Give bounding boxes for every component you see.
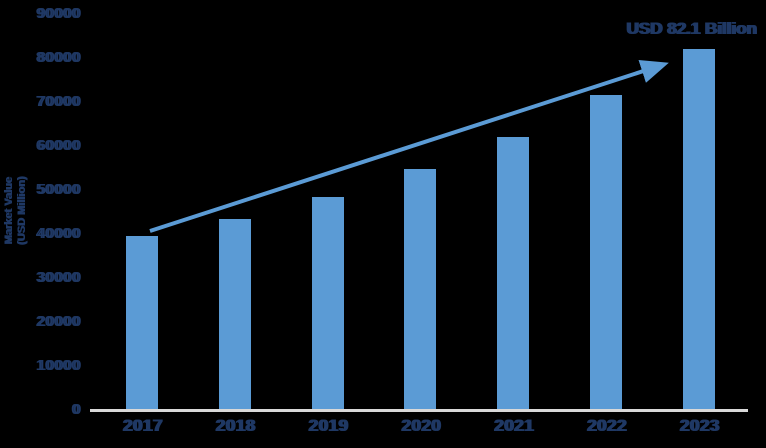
y-axis-title-line1: Market Value xyxy=(3,177,15,245)
y-tick-label-10000: 10000 xyxy=(35,357,80,374)
x-tick-label-2017: 2017 xyxy=(122,416,162,435)
y-tick-label-40000: 40000 xyxy=(35,225,80,242)
bar-2020 xyxy=(404,168,437,410)
y-tick-label-60000: 60000 xyxy=(35,137,80,154)
bar-2019 xyxy=(311,196,344,410)
bar-2018 xyxy=(218,218,251,410)
x-tick-label-2018: 2018 xyxy=(214,416,255,435)
x-tick-label-2021: 2021 xyxy=(493,416,534,435)
y-tick-label-50000: 50000 xyxy=(35,181,80,198)
x-tick-label-2020: 2020 xyxy=(400,416,441,435)
bar-2022 xyxy=(590,95,623,410)
annotation-label: USD 82.1 Billion xyxy=(625,19,756,38)
bar-2021 xyxy=(497,136,530,410)
bar-2023 xyxy=(682,48,715,410)
y-tick-label-80000: 80000 xyxy=(35,49,80,66)
bar-2017 xyxy=(126,236,158,410)
x-tick-label-2023: 2023 xyxy=(679,416,719,435)
x-tick-label-2019: 2019 xyxy=(307,416,348,435)
y-tick-label-30000: 30000 xyxy=(35,269,80,286)
x-tick-label-2022: 2022 xyxy=(586,416,627,435)
y-tick-label-0: 0 xyxy=(71,401,80,418)
y-tick-label-70000: 70000 xyxy=(35,93,80,110)
x-axis-line xyxy=(90,409,748,412)
y-tick-label-20000: 20000 xyxy=(35,313,80,330)
y-tick-label-90000: 90000 xyxy=(35,5,80,22)
